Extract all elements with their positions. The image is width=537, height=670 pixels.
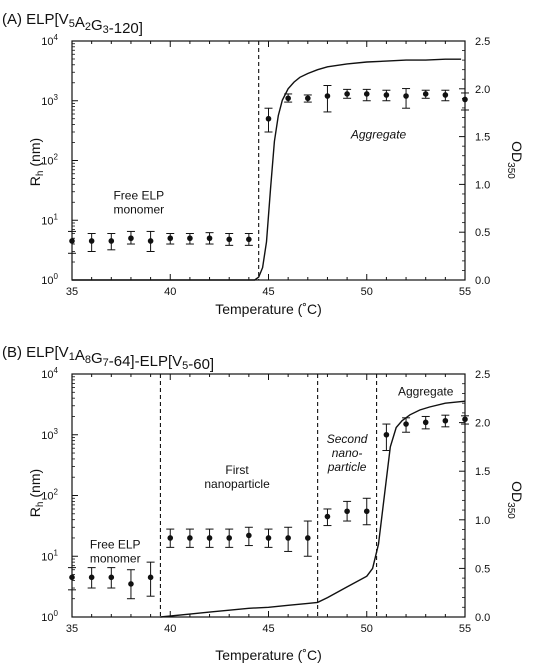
x-tick-label: 45	[262, 286, 274, 298]
y-left-tick-label: 100	[41, 272, 58, 287]
y-right-tick-label: 0.0	[475, 612, 490, 624]
x-tick-label: 55	[459, 286, 471, 298]
rh-data-point	[167, 235, 174, 242]
x-tick-label: 40	[164, 623, 176, 635]
x-tick-label: 50	[361, 623, 373, 635]
rh-data-point	[69, 574, 75, 581]
y-left-tick-label: 102	[41, 488, 58, 503]
rh-data-point	[403, 421, 409, 427]
rh-data-point	[206, 535, 213, 541]
rh-data-point	[285, 95, 291, 102]
region-annotation: Aggregate	[350, 128, 407, 142]
region-annotation: Free ELP monomer	[113, 188, 164, 216]
rh-data-point	[128, 581, 134, 587]
rh-data-point	[147, 574, 154, 581]
rh-data-point	[422, 419, 429, 426]
x-tick-label: 55	[459, 623, 471, 635]
od350-turbidity-line	[72, 58, 462, 281]
y-right-tick-label: 1.0	[475, 515, 490, 527]
rh-data-point	[187, 235, 193, 242]
y-right-tick-label: 1.5	[475, 132, 490, 144]
rh-data-point	[108, 238, 115, 244]
x-axis-label: Temperature (˚C)	[215, 647, 322, 663]
rh-data-point	[363, 91, 370, 97]
y-right-tick-label: 2.5	[475, 36, 490, 48]
rh-data-point	[206, 235, 213, 242]
rh-data-point	[383, 92, 390, 98]
rh-data-point	[344, 91, 350, 97]
x-tick-label: 35	[66, 286, 78, 298]
rh-data-point	[383, 431, 390, 438]
region-annotation: First nanoparticle	[204, 463, 270, 491]
y-right-axis-label: OD350	[505, 481, 525, 519]
x-axis-label: Temperature (˚C)	[215, 301, 322, 317]
rh-data-point	[108, 574, 115, 581]
y-left-tick-label: 100	[41, 609, 58, 624]
rh-data-point	[442, 417, 449, 424]
rh-data-point	[88, 574, 95, 581]
rh-data-point	[167, 535, 174, 541]
rh-data-point	[265, 115, 272, 122]
rh-data-point	[187, 535, 193, 541]
y-right-tick-label: 0.5	[475, 563, 490, 575]
y-left-axis-label: Rh (nm)	[27, 138, 46, 186]
region-annotation: Aggregate	[398, 384, 454, 398]
chart-panel-b: (B) ELP[V1A8G7-64]-ELP[V5-60] 35 40 45 50 55 T…	[2, 344, 525, 663]
rh-data-point	[442, 92, 449, 98]
rh-data-point	[246, 532, 252, 539]
y-left-tick-label: 101	[41, 548, 58, 563]
y-left-tick-label: 101	[41, 212, 58, 227]
rh-data-point	[462, 96, 468, 103]
rh-data-point	[305, 95, 311, 102]
rh-data-point	[265, 535, 272, 541]
rh-data-point	[226, 535, 232, 541]
y-right-axis-label: OD350	[505, 141, 525, 179]
y-right-tick-label: 0.0	[475, 275, 490, 287]
rh-data-point	[226, 236, 232, 243]
y-right-tick-label: 2.0	[475, 418, 490, 430]
y-right-tick-label: 1.0	[475, 179, 490, 191]
y-right-tick-label: 2.0	[475, 84, 490, 96]
rh-data-point	[128, 235, 134, 242]
rh-data-point	[305, 535, 311, 541]
x-tick-label: 40	[164, 286, 176, 298]
rh-data-point	[422, 91, 429, 97]
rh-data-point	[285, 535, 291, 541]
y-right-tick-label: 1.5	[475, 466, 490, 478]
rh-data-point	[88, 238, 95, 244]
rh-data-point	[246, 236, 252, 243]
rh-data-point	[324, 93, 331, 99]
rh-data-point	[344, 508, 350, 515]
x-tick-label: 45	[262, 623, 274, 635]
rh-data-point	[462, 416, 468, 423]
od350-turbidity-line	[160, 400, 466, 618]
rh-data-point	[363, 508, 370, 515]
x-tick-label: 35	[66, 623, 78, 635]
rh-data-point	[403, 93, 409, 99]
region-annotation: Second nano-particle	[327, 432, 368, 474]
x-tick-label: 50	[361, 286, 373, 298]
y-left-tick-label: 104	[41, 366, 58, 381]
y-left-tick-label: 104	[41, 33, 58, 48]
rh-data-point	[324, 513, 331, 520]
rh-data-point	[147, 238, 154, 244]
chart-title: (B) ELP[V1A8G7-64]-ELP[V5-60]	[2, 344, 214, 373]
chart-title: (A) ELP[V5A2G3-120]	[2, 11, 143, 37]
y-right-tick-label: 2.5	[475, 369, 490, 381]
chart-panel-a: (A) ELP[V5A2G3-120] 35 40 45 50 55 Temperature…	[2, 11, 525, 317]
y-left-tick-label: 103	[41, 427, 58, 442]
y-right-tick-label: 0.5	[475, 227, 490, 239]
y-left-tick-label: 102	[41, 153, 58, 168]
region-annotation: Free ELP monomer	[90, 537, 141, 565]
y-left-axis-label: Rh (nm)	[27, 469, 46, 517]
rh-data-point	[69, 238, 75, 244]
y-left-tick-label: 103	[41, 93, 58, 108]
